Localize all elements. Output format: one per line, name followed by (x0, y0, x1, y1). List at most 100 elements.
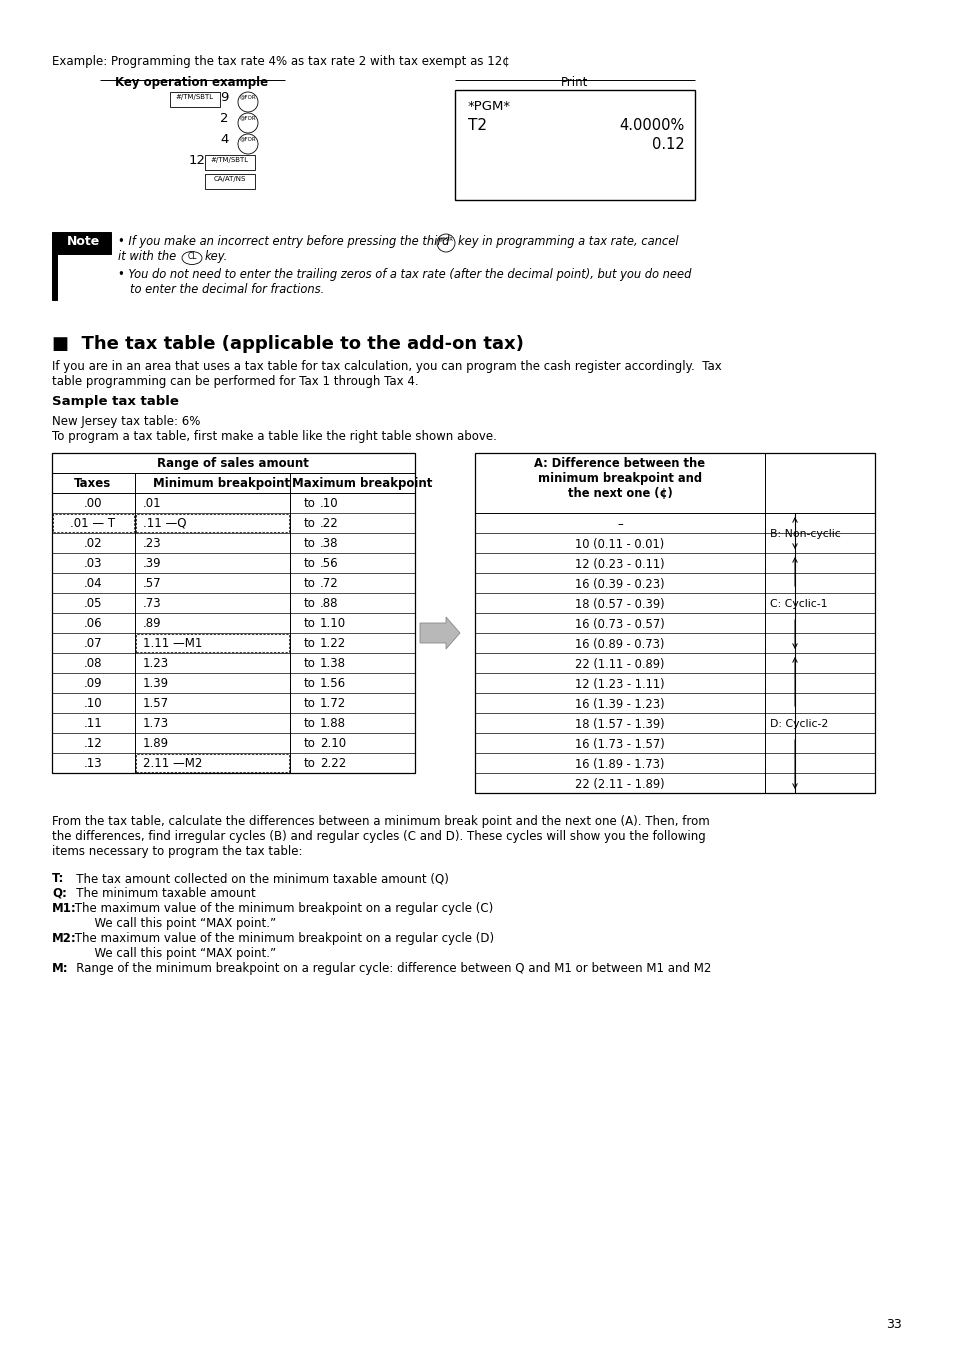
Bar (205, 155, 254, 170)
Text: 12: 12 (189, 154, 206, 167)
Text: 33: 33 (885, 1318, 901, 1331)
Bar (170, 92, 220, 107)
Text: *PGM*: *PGM* (468, 100, 511, 113)
Text: 18 (1.57 - 1.39): 18 (1.57 - 1.39) (575, 718, 664, 731)
Text: Minimum breakpoint: Minimum breakpoint (153, 478, 291, 490)
Text: 1.22: 1.22 (319, 637, 346, 650)
Text: .10: .10 (319, 496, 338, 510)
Text: The minimum taxable amount: The minimum taxable amount (65, 888, 255, 900)
Text: to: to (304, 537, 315, 550)
Text: New Jersey tax table: 6%: New Jersey tax table: 6% (52, 415, 200, 428)
Text: .57: .57 (143, 577, 161, 590)
Text: 9: 9 (220, 90, 228, 104)
Text: Taxes: Taxes (74, 478, 112, 490)
Text: .02: .02 (84, 537, 102, 550)
Text: table programming can be performed for Tax 1 through Tax 4.: table programming can be performed for T… (52, 375, 418, 389)
Text: –: – (617, 518, 622, 532)
Text: key in programming a tax rate, cancel: key in programming a tax rate, cancel (457, 235, 678, 248)
Text: 1.39: 1.39 (143, 677, 169, 689)
Text: @FOR: @FOR (239, 136, 256, 142)
Text: @FOR: @FOR (437, 236, 454, 241)
Text: The tax amount collected on the minimum taxable amount (Q): The tax amount collected on the minimum … (65, 871, 449, 885)
Text: ■  The tax table (applicable to the add-on tax): ■ The tax table (applicable to the add-o… (52, 335, 523, 353)
Text: to: to (304, 737, 315, 750)
Text: @FOR: @FOR (239, 115, 256, 120)
Text: 1.73: 1.73 (143, 718, 169, 730)
Text: #/TM/SBTL: #/TM/SBTL (175, 94, 213, 100)
Text: 1.72: 1.72 (319, 697, 346, 710)
Text: .13: .13 (84, 757, 102, 770)
Text: Key operation example: Key operation example (115, 76, 269, 89)
Text: C: Cyclic-1: C: Cyclic-1 (769, 599, 826, 608)
Bar (205, 174, 254, 189)
Text: .12: .12 (84, 737, 102, 750)
Text: to: to (304, 718, 315, 730)
Text: The maximum value of the minimum breakpoint on a regular cycle (D): The maximum value of the minimum breakpo… (71, 932, 494, 946)
Text: .22: .22 (319, 517, 338, 530)
Text: .72: .72 (319, 577, 338, 590)
Text: T2: T2 (468, 117, 486, 134)
Text: 16 (1.89 - 1.73): 16 (1.89 - 1.73) (575, 758, 664, 772)
Bar (57, 232, 111, 254)
Bar (136, 514, 289, 532)
Text: 16 (0.89 - 0.73): 16 (0.89 - 0.73) (575, 638, 664, 652)
Text: .23: .23 (143, 537, 161, 550)
Text: to: to (304, 557, 315, 571)
Bar (52, 453, 415, 773)
Text: .56: .56 (319, 557, 338, 571)
Bar (53, 514, 133, 532)
Text: 2.10: 2.10 (319, 737, 346, 750)
Text: 1.11 —M1: 1.11 —M1 (143, 637, 202, 650)
Text: it with the: it with the (118, 250, 176, 263)
Text: .08: .08 (84, 657, 102, 670)
Circle shape (237, 92, 257, 112)
Text: to: to (304, 757, 315, 770)
Bar (475, 453, 874, 793)
Text: Note: Note (68, 235, 100, 248)
Text: .10: .10 (84, 697, 102, 710)
Bar (455, 90, 695, 200)
Text: the differences, find irregular cycles (B) and regular cycles (C and D). These c: the differences, find irregular cycles (… (52, 830, 705, 843)
Bar (136, 754, 289, 772)
Text: Maximum breakpoint: Maximum breakpoint (292, 478, 432, 490)
Text: .01: .01 (143, 496, 161, 510)
Text: .04: .04 (84, 577, 102, 590)
Text: .11: .11 (84, 718, 102, 730)
Text: M1:: M1: (52, 902, 76, 915)
Text: 16 (1.73 - 1.57): 16 (1.73 - 1.57) (575, 738, 664, 751)
Text: 1.38: 1.38 (319, 657, 346, 670)
Ellipse shape (182, 251, 202, 264)
Circle shape (237, 113, 257, 134)
Text: 1.10: 1.10 (319, 616, 346, 630)
Text: 12 (0.23 - 0.11): 12 (0.23 - 0.11) (575, 558, 664, 571)
FancyArrow shape (419, 616, 459, 649)
Text: 22 (2.11 - 1.89): 22 (2.11 - 1.89) (575, 778, 664, 791)
Text: 0.12: 0.12 (652, 138, 684, 152)
Bar (136, 634, 289, 652)
Text: .38: .38 (319, 537, 338, 550)
Text: CL: CL (187, 252, 196, 260)
Text: to: to (304, 657, 315, 670)
Text: 2.22: 2.22 (319, 757, 346, 770)
Text: .07: .07 (84, 637, 102, 650)
Text: Range of the minimum breakpoint on a regular cycle: difference between Q and M1 : Range of the minimum breakpoint on a reg… (65, 962, 711, 975)
Bar (52, 232, 57, 299)
Text: .09: .09 (84, 677, 102, 689)
Text: • If you make an incorrect entry before pressing the third: • If you make an incorrect entry before … (118, 235, 449, 248)
Text: Example: Programming the tax rate 4% as tax rate 2 with tax exempt as 12¢: Example: Programming the tax rate 4% as … (52, 55, 509, 67)
Text: to: to (304, 598, 315, 610)
Text: 18 (0.57 - 0.39): 18 (0.57 - 0.39) (575, 598, 664, 611)
Text: .05: .05 (84, 598, 102, 610)
Text: Range of sales amount: Range of sales amount (157, 457, 309, 469)
Text: to: to (304, 616, 315, 630)
Circle shape (436, 233, 455, 252)
Text: items necessary to program the tax table:: items necessary to program the tax table… (52, 844, 302, 858)
Text: .11 —Q: .11 —Q (143, 517, 186, 530)
Text: CA/AT/NS: CA/AT/NS (213, 175, 246, 182)
Text: 16 (0.73 - 0.57): 16 (0.73 - 0.57) (575, 618, 664, 631)
Text: B: Non-cyclic: B: Non-cyclic (769, 529, 840, 540)
Text: The maximum value of the minimum breakpoint on a regular cycle (C): The maximum value of the minimum breakpo… (71, 902, 494, 915)
Text: to: to (304, 577, 315, 590)
Text: 1.56: 1.56 (319, 677, 346, 689)
Text: key.: key. (205, 250, 228, 263)
